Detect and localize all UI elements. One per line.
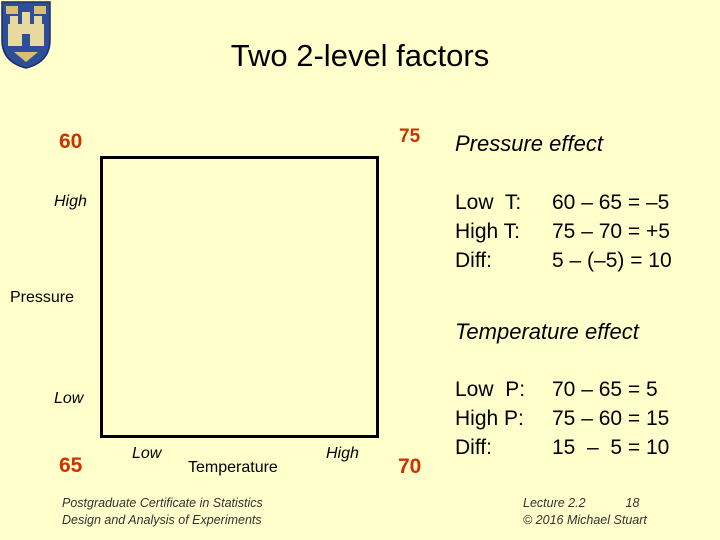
slide-title: Two 2-level factors [0, 38, 720, 74]
pressure-high-label: High [54, 193, 87, 211]
footer-lecture: Lecture 2.2 18 © 2016 Michael Stuart [523, 495, 647, 529]
pressure-low-label: Low [54, 390, 83, 408]
pressure-effect-block: Low T: 60 – 65 = –5 High T: 75 – 70 = +5 D… [455, 188, 672, 275]
lecture-label: Lecture 2.2 [523, 496, 586, 510]
temperature-effect-row: Low P: 70 – 65 = 5 [455, 375, 669, 404]
temperature-axis-label: Temperature [188, 459, 278, 477]
footer-course-line1: Postgraduate Certificate in Statistics [62, 495, 263, 512]
page-number: 18 [626, 496, 640, 510]
pressure-effect-row: High T: 75 – 70 = +5 [455, 217, 672, 246]
value-top-left: 60 [59, 130, 82, 154]
temperature-low-label: Low [132, 445, 161, 463]
design-square [100, 156, 379, 438]
pressure-effect-row: Diff: 5 – (–5) = 10 [455, 246, 672, 275]
footer-course-line2: Design and Analysis of Experiments [62, 512, 263, 529]
pressure-axis-label: Pressure [10, 289, 74, 307]
temperature-effect-block: Low P: 70 – 65 = 5 High P: 75 – 60 = 15 Di… [455, 375, 669, 462]
value-top-right: 75 [399, 126, 420, 148]
temperature-effect-row: Diff: 15 – 5 = 10 [455, 433, 669, 462]
value-bottom-right: 70 [398, 455, 421, 479]
temperature-high-label: High [326, 445, 359, 463]
pressure-effect-row: Low T: 60 – 65 = –5 [455, 188, 672, 217]
temperature-effect-heading: Temperature effect [455, 319, 639, 345]
temperature-effect-row: High P: 75 – 60 = 15 [455, 404, 669, 433]
pressure-effect-heading: Pressure effect [455, 131, 603, 157]
footer-lecture-line: Lecture 2.2 18 [523, 495, 647, 512]
value-bottom-left: 65 [59, 454, 82, 478]
footer-copyright: © 2016 Michael Stuart [523, 512, 647, 529]
footer-course: Postgraduate Certificate in Statistics D… [62, 495, 263, 529]
